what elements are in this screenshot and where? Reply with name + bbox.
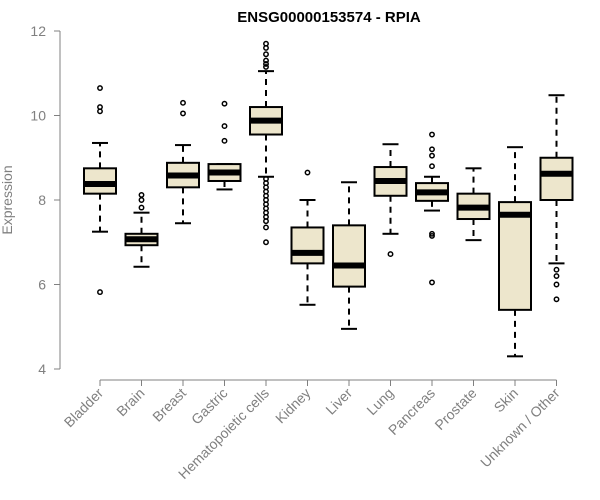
outlier-point <box>429 152 435 159</box>
iqr-box <box>539 156 574 201</box>
outlier-point <box>429 279 435 286</box>
outlier-point <box>97 108 103 115</box>
iqr-box <box>332 224 366 288</box>
box-group <box>498 146 532 358</box>
outlier-point <box>263 218 269 225</box>
outlier-point <box>263 44 269 51</box>
x-tick-label: Breast <box>149 385 189 425</box>
outlier-point <box>221 137 228 144</box>
outlier-point <box>429 230 435 237</box>
outlier-point <box>138 191 145 198</box>
outlier-point <box>553 281 560 288</box>
outlier-point <box>429 163 435 170</box>
outlier-point <box>138 197 145 203</box>
outlier-point <box>180 110 186 117</box>
y-tick-label: 6 <box>38 277 46 293</box>
x-tick-label: Skin <box>491 385 522 416</box>
box-group <box>290 169 325 306</box>
outlier-point <box>138 204 145 211</box>
box-group <box>456 167 491 242</box>
y-tick-label: 8 <box>38 192 46 208</box>
x-tick-label: Unknown / Other <box>477 385 563 471</box>
outlier-point <box>263 63 269 70</box>
outlier-point <box>429 131 435 138</box>
outlier-point <box>263 239 269 246</box>
x-tick-label: Kidney <box>272 385 314 427</box>
outlier-point <box>263 224 269 231</box>
plot-area <box>83 40 574 358</box>
x-tick-label: Liver <box>322 385 355 418</box>
outlier-point <box>97 289 103 296</box>
outlier-point <box>429 232 435 239</box>
outlier-point <box>429 146 435 153</box>
x-tick-label: Lung <box>363 385 396 418</box>
outlier-point <box>97 85 103 91</box>
y-axis: 4 6 8 10 12 <box>30 23 61 377</box>
box-group <box>166 99 200 225</box>
outlier-point <box>263 61 269 67</box>
y-axis-title: Expression <box>0 165 15 234</box>
x-tick-label: Brain <box>113 385 147 419</box>
outlier-point <box>263 57 269 64</box>
x-tick-label: Bladder <box>61 385 107 431</box>
box-group <box>207 100 242 191</box>
outlier-point <box>553 273 560 279</box>
outlier-point <box>263 51 269 58</box>
outlier-point <box>387 251 394 258</box>
iqr-box <box>290 226 325 265</box>
box-group <box>124 191 159 268</box>
outlier-point <box>553 296 560 303</box>
box-group <box>539 94 574 303</box>
y-tick-label: 4 <box>38 361 46 377</box>
y-tick-label: 12 <box>30 23 46 39</box>
outlier-point <box>180 99 186 106</box>
box-group <box>249 40 283 246</box>
chart-title: ENSG00000153574 - RPIA <box>237 9 421 26</box>
iqr-box <box>498 201 532 311</box>
outlier-point <box>304 169 311 176</box>
y-tick-label: 10 <box>30 108 46 124</box>
outlier-point <box>221 100 228 107</box>
outlier-point <box>221 123 228 130</box>
box-group <box>332 181 366 330</box>
outlier-point <box>553 266 560 273</box>
box-group <box>83 85 117 296</box>
box-group <box>415 131 449 286</box>
x-tick-label: Prostate <box>431 385 479 433</box>
box-group <box>373 143 408 258</box>
